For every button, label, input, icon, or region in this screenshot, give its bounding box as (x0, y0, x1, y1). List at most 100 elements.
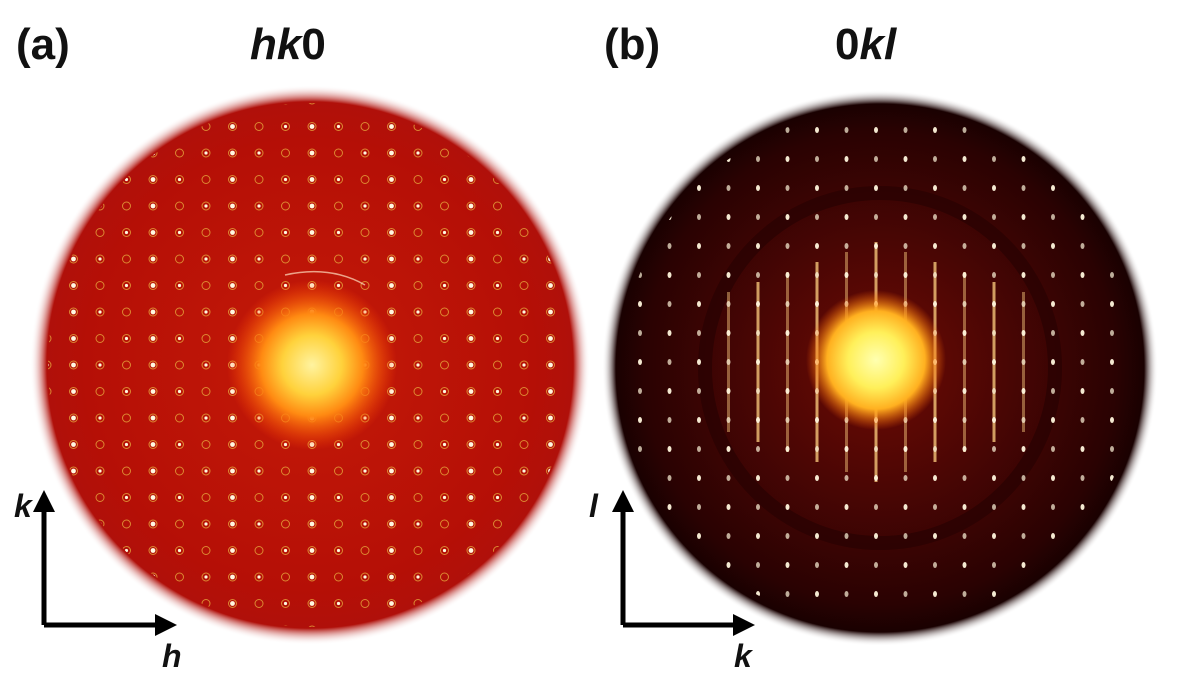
indexed-ring (95, 122, 105, 131)
indexed-ring (148, 466, 158, 476)
indexed-ring (48, 122, 52, 131)
bragg-spot (726, 185, 731, 191)
indexed-ring (122, 122, 131, 131)
indexed-ring (493, 122, 502, 131)
bragg-spot (1021, 417, 1026, 423)
bragg-spot (933, 272, 937, 278)
panel-label-a: (a) (16, 20, 70, 69)
bragg-spot (933, 417, 937, 423)
indexed-ring (360, 122, 370, 131)
indexed-ring (360, 493, 370, 502)
indexed-ring (387, 519, 396, 529)
bragg-spot (230, 574, 235, 580)
bragg-spot (992, 504, 996, 510)
bragg-spot (933, 301, 937, 307)
indexed-ring (573, 202, 581, 210)
bragg-spot (389, 256, 394, 262)
bragg-spot (309, 124, 315, 129)
bragg-spot (1051, 185, 1055, 191)
indexed-ring (360, 254, 370, 264)
indexed-ring (175, 254, 184, 264)
bragg-spot (726, 388, 731, 394)
indexed-ring (17, 123, 25, 131)
bragg-spot (756, 504, 760, 510)
bragg-spot (667, 127, 672, 133)
indexed-ring (360, 440, 370, 449)
bragg-spot (71, 468, 76, 474)
bragg-spot (309, 230, 315, 235)
bragg-spot (124, 601, 129, 606)
bragg-spot (785, 156, 790, 162)
bragg-spot (522, 628, 525, 631)
bragg-spot (785, 475, 790, 481)
bragg-spot (98, 628, 101, 631)
bragg-spot (124, 336, 129, 341)
indexed-ring (175, 175, 184, 184)
indexed-ring (201, 201, 211, 211)
indexed-ring (387, 599, 396, 608)
indexed-ring (43, 653, 51, 661)
bragg-spot (389, 442, 394, 447)
indexed-ring (122, 413, 131, 423)
indexed-ring (95, 334, 105, 343)
indexed-ring (201, 175, 211, 184)
indexed-ring (387, 546, 396, 555)
bragg-spot (756, 533, 760, 539)
bragg-spot (495, 442, 500, 447)
indexed-ring (519, 148, 529, 158)
indexed-ring (255, 653, 263, 661)
indexed-ring (17, 229, 25, 237)
indexed-ring (387, 148, 396, 158)
indexed-ring (122, 387, 131, 396)
indexed-ring (228, 148, 237, 158)
bragg-spot (1021, 533, 1026, 539)
bragg-spot (468, 203, 474, 209)
indexed-ring (519, 387, 529, 396)
bragg-spot (1110, 591, 1114, 597)
bragg-spot (45, 628, 48, 631)
indexed-ring (95, 387, 105, 396)
bragg-spot (309, 150, 315, 156)
indexed-ring (466, 440, 476, 449)
bragg-spot (495, 389, 500, 394)
indexed-ring (307, 122, 317, 131)
bragg-spot (389, 601, 394, 606)
indexed-ring (493, 387, 502, 396)
bragg-spot (443, 72, 446, 75)
bragg-spot (177, 389, 182, 394)
bragg-spot (125, 72, 128, 75)
indexed-ring (519, 493, 529, 502)
indexed-ring (361, 653, 369, 661)
indexed-ring (175, 201, 184, 211)
indexed-ring (175, 546, 184, 555)
indexed-ring (441, 653, 449, 661)
indexed-ring (493, 307, 502, 317)
bragg-spot (962, 330, 967, 336)
bragg-spot (548, 362, 553, 368)
indexed-ring (546, 103, 555, 105)
indexed-ring (201, 228, 211, 237)
indexed-ring (17, 282, 25, 290)
bragg-spot (363, 575, 367, 579)
bragg-spot (1140, 591, 1144, 597)
bragg-spot (1021, 156, 1026, 162)
bragg-spot (962, 533, 967, 539)
bragg-spot (1110, 533, 1114, 539)
bragg-spot (874, 446, 878, 452)
bragg-spot (522, 469, 526, 473)
bragg-spot (1021, 359, 1026, 365)
bragg-spot (874, 185, 878, 191)
bragg-spot (638, 127, 642, 133)
bragg-spot (785, 533, 790, 539)
bragg-spot (638, 330, 642, 336)
indexed-ring (573, 467, 581, 475)
bragg-spot (697, 330, 701, 336)
bragg-spot (1051, 301, 1055, 307)
diffraction-pattern-a (17, 72, 590, 661)
bragg-spot (992, 301, 996, 307)
indexed-ring (413, 572, 423, 582)
indexed-ring (440, 387, 449, 396)
indexed-ring (546, 201, 555, 211)
indexed-ring (69, 546, 78, 555)
bragg-spot (874, 272, 878, 278)
